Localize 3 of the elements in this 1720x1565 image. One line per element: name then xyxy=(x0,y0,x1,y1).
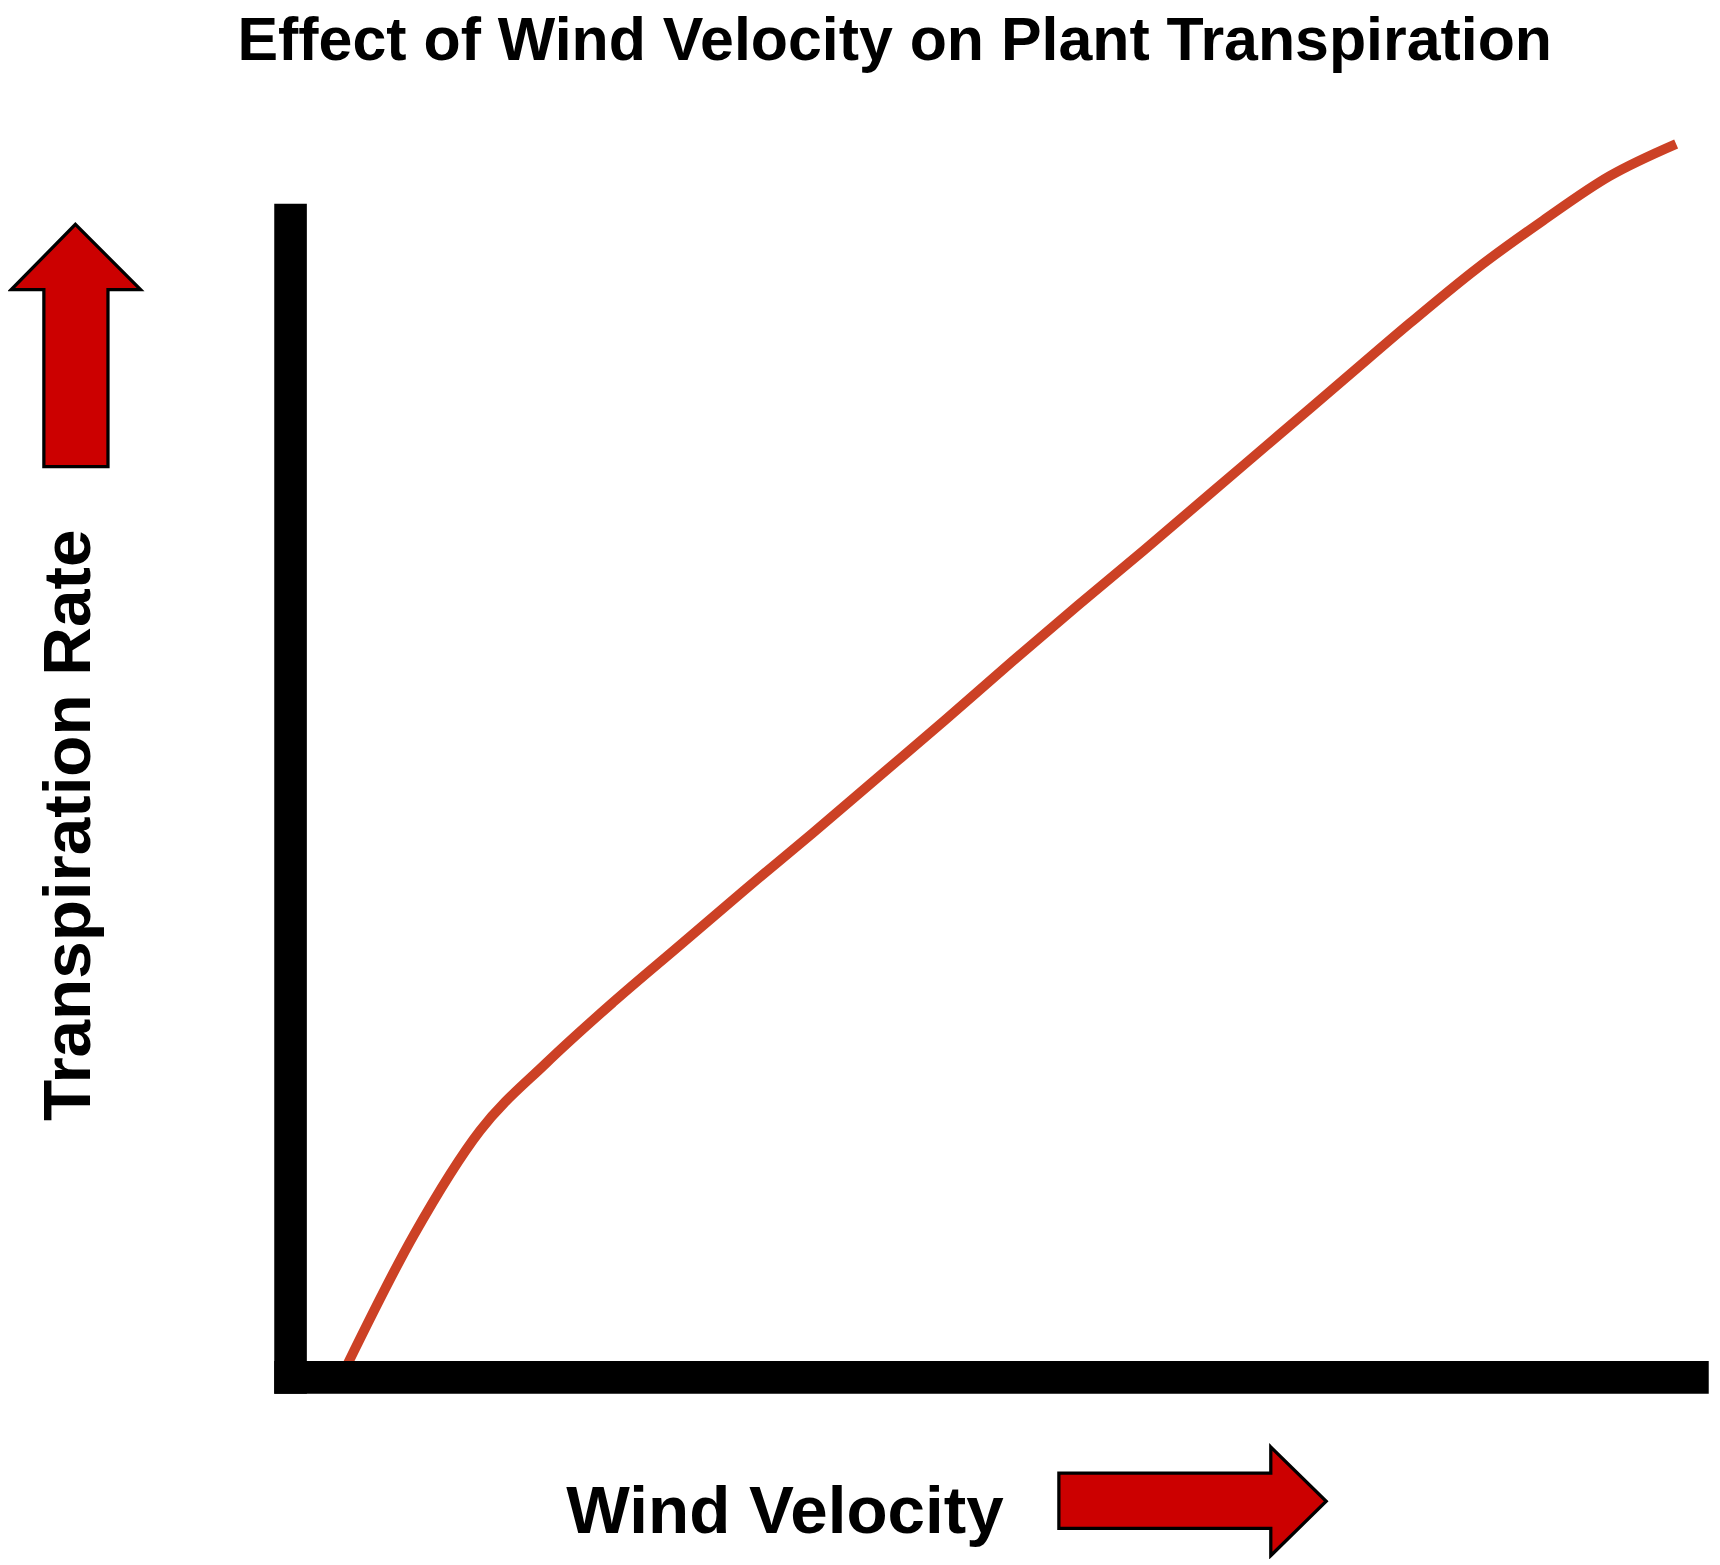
x-axis-title: Wind Velocity xyxy=(566,1471,1005,1547)
chart-title: Effect of Wind Velocity on Plant Transpiration xyxy=(237,5,1553,74)
y-axis-title: Transpiration Rate xyxy=(28,529,104,1122)
